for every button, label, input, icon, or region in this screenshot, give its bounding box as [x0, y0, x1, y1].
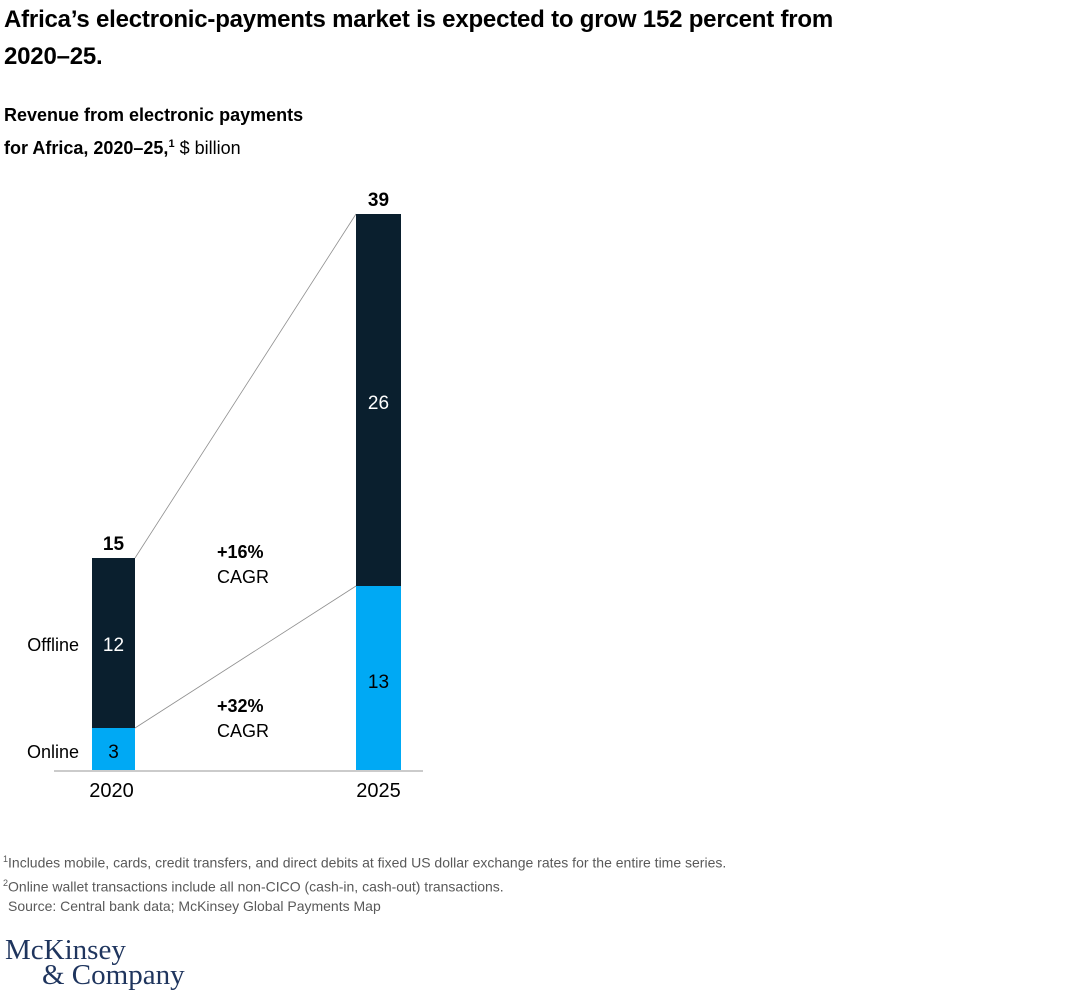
footnote-1-marker: 1 [3, 854, 9, 864]
logo-line1: McKinsey [5, 934, 126, 966]
footnote-1-text: Includes mobile, cards, credit transfers… [8, 854, 727, 871]
cagr-offline-caption: CAGR [217, 567, 270, 587]
x-axis-label-2020: 2020 [89, 780, 134, 802]
value-2020-offline: 12 [102, 635, 125, 656]
total-label-2020: 15 [102, 534, 125, 555]
subtitle-line2: for Africa, 2020–25, [4, 138, 169, 158]
total-label-2025: 39 [367, 190, 390, 211]
x-axis-line [54, 770, 423, 772]
footnote-2-text: Online wallet transactions include all n… [8, 878, 504, 895]
footnote-2-marker: 2 [3, 877, 9, 888]
subtitle-unit: $ billion [179, 138, 241, 158]
value-2020-online: 3 [108, 742, 119, 763]
cagr-offline-value: +16% [217, 542, 264, 562]
bar-2020-offline-segment [92, 558, 135, 728]
cagr-online-caption: CAGR [217, 721, 270, 741]
footnotes-block: 1Includes mobile, cards, credit transfer… [3, 849, 823, 916]
footnote-2: 2Online wallet transactions include all … [3, 873, 823, 897]
bar-2025-online-segment [356, 586, 401, 771]
cagr-online-value: +32% [217, 696, 264, 716]
chart-subtitle: Revenue from electronic payments for Afr… [4, 101, 424, 163]
logo-line2: & Company [42, 959, 185, 991]
subtitle-line1: Revenue from electronic payments [4, 105, 304, 125]
bar-2020-online-segment [92, 728, 135, 771]
subtitle-footnote-marker: 1 [168, 138, 175, 150]
exhibit-title: Africa’s electronic-payments market is e… [4, 6, 834, 70]
series-label-online: Online [26, 742, 79, 762]
bar-2025-offline-segment [356, 214, 401, 586]
source-line: Source: Central bank data; McKinsey Glob… [8, 898, 381, 915]
cagr-annotation-offline: +16% CAGR [217, 540, 269, 590]
mckinsey-logo: McKinsey & Company [5, 934, 185, 991]
footnote-1: 1Includes mobile, cards, credit transfer… [3, 849, 823, 873]
total-growth-line [134, 213, 357, 559]
value-2025-offline: 26 [367, 393, 390, 414]
cagr-annotation-online: +32% CAGR [217, 694, 269, 744]
online-growth-line [134, 585, 357, 729]
series-label-offline: Offline [27, 635, 79, 655]
value-2025-online: 13 [367, 672, 390, 693]
x-axis-label-2025: 2025 [356, 780, 401, 802]
